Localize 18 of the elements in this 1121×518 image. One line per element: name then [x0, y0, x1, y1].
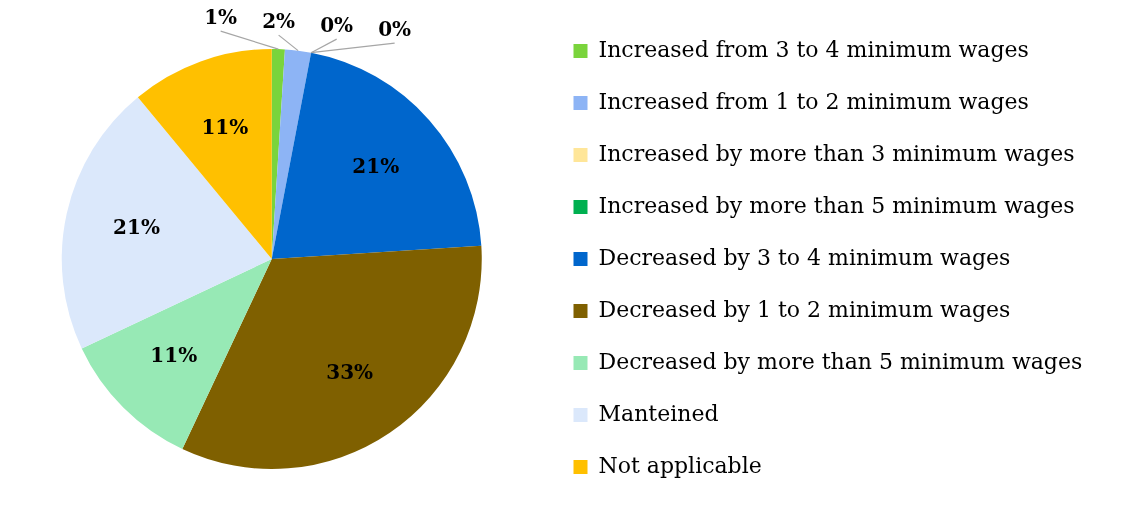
data-label: 2% [262, 9, 296, 34]
legend-label: Not applicable [598, 452, 762, 478]
data-label: 21% [113, 214, 160, 239]
text: 0% [378, 17, 412, 42]
text: 0% [320, 13, 354, 38]
legend-label: Increased from 1 to 2 minimum wages [598, 88, 1029, 114]
data-label: 21% [352, 153, 400, 178]
legend-label: Decreased by 1 to 2 minimum wages [598, 296, 1011, 322]
data-label: 1% [204, 5, 238, 30]
data-label: 11% [201, 114, 249, 139]
data-label: 33% [326, 359, 374, 384]
data-label: 11% [150, 343, 198, 368]
legend-label: Increased from 3 to 4 minimum wages [598, 36, 1029, 62]
legend-label: Manteined [598, 400, 719, 426]
legend-label: Decreased by 3 to 4 minimum wages [598, 244, 1011, 270]
legend-label: Increased by more than 5 minimum wages [598, 192, 1075, 218]
legend-label: Increased by more than 3 minimum wages [598, 140, 1075, 166]
legend-label: Decreased by more than 5 minimum wages [598, 348, 1083, 374]
